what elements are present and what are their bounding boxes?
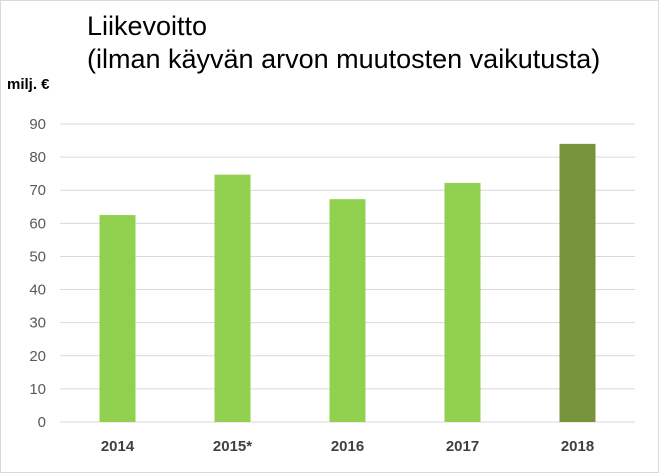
chart-title-line1: Liikevoitto	[87, 11, 208, 41]
x-tick-label: 2018	[561, 438, 594, 455]
bar-2018	[559, 143, 596, 422]
y-tick-label: 40	[29, 282, 46, 299]
y-tick-label: 70	[29, 182, 46, 199]
x-tick-label: 2016	[331, 438, 364, 455]
x-tick-label: 2014	[101, 438, 135, 455]
chart-title: Liikevoitto (ilman käyvän arvon muutoste…	[87, 10, 600, 76]
bar-2015*	[214, 174, 251, 422]
y-axis-label: milj. €	[7, 76, 50, 93]
y-tick-label: 20	[29, 348, 46, 365]
y-tick-label: 10	[29, 381, 46, 398]
x-tick-label: 2015*	[213, 438, 252, 455]
y-tick-label: 30	[29, 315, 46, 332]
bar-2014	[99, 215, 136, 422]
y-tick-label: 80	[29, 149, 46, 166]
bar-2017	[444, 182, 481, 422]
y-tick-label: 60	[29, 215, 46, 232]
x-tick-label: 2017	[446, 438, 479, 455]
bar-2016	[329, 199, 366, 422]
y-tick-label: 0	[38, 414, 46, 431]
y-tick-label: 50	[29, 248, 46, 265]
y-tick-label: 90	[29, 116, 46, 133]
chart-title-line2: (ilman käyvän arvon muutosten vaikutusta…	[87, 44, 601, 74]
